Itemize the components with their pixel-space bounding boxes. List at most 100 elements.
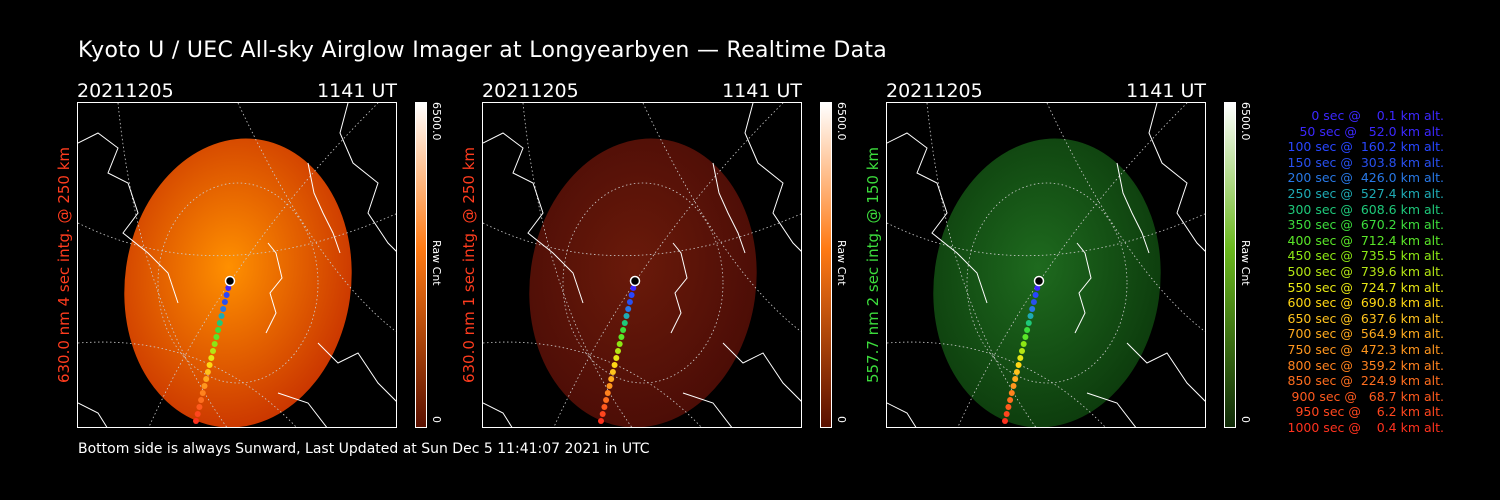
legend-row: 650 sec @ 637.6 km alt. bbox=[1283, 310, 1445, 326]
airglow-panel-1: 20211205 1141 UT 630.0 nm 4 sec intg. @ … bbox=[55, 80, 443, 430]
panel-time: 1141 UT bbox=[317, 80, 397, 102]
trajectory-point bbox=[601, 404, 608, 410]
coastline bbox=[78, 132, 179, 304]
sky-image bbox=[124, 138, 352, 427]
trajectory-point bbox=[201, 383, 208, 389]
coastline bbox=[1074, 242, 1092, 334]
airglow-panel-2: 20211205 1141 UT 630.0 nm 1 sec intg. @ … bbox=[460, 80, 848, 430]
legend-row: 950 sec @ 6.2 km alt. bbox=[1291, 404, 1444, 420]
trajectory-point bbox=[1030, 299, 1037, 305]
trajectory-point bbox=[194, 411, 201, 417]
trajectory-point bbox=[220, 306, 227, 312]
grid-line bbox=[483, 341, 702, 427]
colorbar bbox=[820, 102, 832, 428]
trajectory-point bbox=[621, 320, 628, 326]
coastline bbox=[78, 402, 108, 427]
coastline bbox=[887, 402, 917, 427]
coastline bbox=[483, 402, 513, 427]
trajectory-point bbox=[225, 285, 232, 291]
sky-image bbox=[529, 138, 757, 427]
trajectory-point bbox=[196, 404, 203, 410]
trajectory-point bbox=[1025, 320, 1032, 326]
coastline bbox=[712, 162, 746, 254]
trajectory-point bbox=[626, 299, 633, 305]
colorbar-min-label: 0 bbox=[430, 416, 443, 423]
trajectory-point bbox=[203, 376, 210, 382]
trajectory-point bbox=[1003, 411, 1010, 417]
sky-image bbox=[933, 138, 1161, 427]
legend-row: 850 sec @ 224.9 km alt. bbox=[1283, 373, 1445, 389]
trajectory-point bbox=[613, 355, 620, 361]
legend-row: 200 sec @ 426.0 km alt. bbox=[1283, 170, 1445, 186]
station-marker bbox=[1033, 275, 1045, 287]
trajectory-point bbox=[1034, 285, 1041, 291]
grid-line bbox=[887, 341, 1106, 427]
trajectory-point bbox=[620, 327, 627, 333]
colorbar bbox=[1224, 102, 1236, 428]
allsky-image bbox=[482, 102, 802, 428]
trajectory-point bbox=[1032, 292, 1039, 298]
trajectory-point bbox=[618, 334, 625, 340]
trajectory-point bbox=[221, 299, 228, 305]
grid-line bbox=[483, 213, 801, 257]
legend-row: 750 sec @ 472.3 km alt. bbox=[1283, 341, 1445, 357]
trajectory-point bbox=[1005, 404, 1012, 410]
station-marker bbox=[224, 275, 236, 287]
page-title: Kyoto U / UEC All-sky Airglow Imager at … bbox=[78, 38, 888, 63]
trajectory-point bbox=[199, 390, 206, 396]
grid-line bbox=[78, 213, 396, 257]
colorbar-min-label: 0 bbox=[1239, 416, 1252, 423]
airglow-panel-3: 20211205 1141 UT 557.7 nm 2 sec intg. @ … bbox=[864, 80, 1252, 430]
grid-line bbox=[957, 103, 1188, 427]
colorbar-max-label: 6500.0 bbox=[1239, 102, 1252, 141]
legend-row: 0 sec @ 0.1 km alt. bbox=[1299, 108, 1444, 123]
coastline bbox=[1116, 162, 1150, 254]
trajectory-point bbox=[604, 390, 611, 396]
coastline bbox=[722, 342, 801, 402]
coastline bbox=[277, 392, 328, 427]
coastline bbox=[1148, 103, 1205, 252]
colorbar-max-label: 6500.0 bbox=[835, 102, 848, 141]
trajectory-point bbox=[210, 348, 216, 354]
trajectory-point bbox=[206, 362, 213, 368]
trajectory-point bbox=[1007, 397, 1014, 403]
allsky-image bbox=[77, 102, 397, 428]
trajectory-point bbox=[218, 313, 225, 319]
panel-date: 20211205 bbox=[77, 80, 174, 102]
trajectory-point bbox=[1024, 327, 1031, 333]
coastline bbox=[307, 162, 341, 254]
trajectory-point bbox=[208, 355, 215, 361]
legend-row: 700 sec @ 564.9 km alt. bbox=[1283, 326, 1445, 342]
legend-row: 400 sec @ 712.4 km alt. bbox=[1283, 232, 1445, 248]
trajectory-point bbox=[223, 292, 230, 298]
footer-note: Bottom side is always Sunward, Last Upda… bbox=[78, 441, 650, 457]
panel-side-label: 557.7 nm 2 sec intg. @ 150 km bbox=[864, 146, 882, 384]
legend-row: 600 sec @ 690.8 km alt. bbox=[1283, 295, 1445, 311]
allsky-map bbox=[483, 103, 801, 427]
trajectory-point bbox=[1013, 369, 1020, 375]
coastline bbox=[1086, 392, 1137, 427]
trajectory-point bbox=[1020, 341, 1027, 347]
legend-row: 250 sec @ 527.4 km alt. bbox=[1283, 185, 1445, 201]
colorbar bbox=[415, 102, 427, 428]
trajectory-point bbox=[1022, 334, 1029, 340]
trajectory-point bbox=[211, 341, 218, 347]
legend-row: 350 sec @ 670.2 km alt. bbox=[1283, 217, 1445, 233]
colorbar-unit-label: Raw Cnt bbox=[430, 240, 443, 286]
legend-row: 300 sec @ 608.6 km alt. bbox=[1283, 201, 1445, 217]
grid-circle bbox=[966, 182, 1128, 384]
trajectory-point bbox=[1017, 355, 1024, 361]
grid-line bbox=[553, 103, 784, 427]
trajectory-point bbox=[1015, 362, 1022, 368]
trajectory-point bbox=[608, 376, 615, 382]
coastline bbox=[317, 342, 396, 402]
trajectory-point bbox=[1029, 306, 1036, 312]
trajectory-point bbox=[623, 313, 630, 319]
trajectory-point bbox=[606, 383, 613, 389]
coastline bbox=[744, 103, 801, 252]
trajectory-point bbox=[603, 397, 610, 403]
trajectory-point bbox=[216, 320, 223, 326]
trajectory-point bbox=[598, 418, 604, 424]
trajectory-point bbox=[599, 411, 606, 417]
legend-row: 50 sec @ 52.0 km alt. bbox=[1291, 123, 1444, 139]
